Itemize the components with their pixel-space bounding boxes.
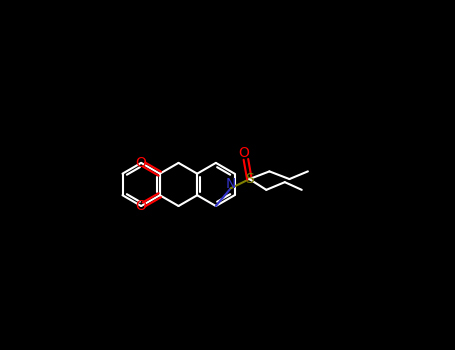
Text: N: N	[226, 177, 236, 191]
Text: O: O	[238, 146, 249, 160]
Text: O: O	[136, 199, 147, 213]
Text: O: O	[136, 156, 147, 170]
Text: S: S	[245, 172, 254, 186]
